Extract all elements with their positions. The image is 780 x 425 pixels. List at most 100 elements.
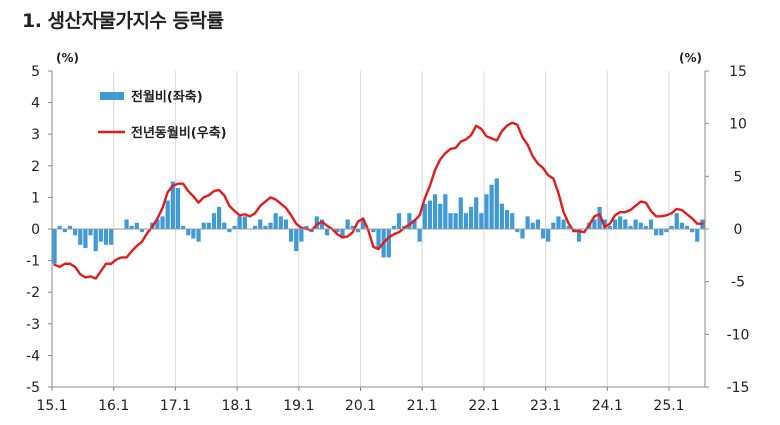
- bar: [165, 200, 170, 229]
- bar: [73, 229, 78, 236]
- right-axis-tick-label: 15: [729, 64, 747, 80]
- left-axis-tick-label: 4: [31, 96, 40, 112]
- left-axis-tick-label: 5: [31, 64, 40, 80]
- bar: [222, 222, 227, 229]
- legend-bar-label: 전월비(좌축): [131, 89, 203, 105]
- bar: [612, 219, 618, 229]
- legend-layer: 전월비(좌축) 전년동월비(우축): [98, 89, 227, 141]
- bar: [98, 229, 103, 242]
- bar: [633, 219, 638, 229]
- yoy-line: [53, 121, 704, 280]
- bar: [432, 194, 438, 229]
- bar: [592, 219, 597, 229]
- x-axis-tick-label: 16.1: [98, 398, 129, 414]
- bar: [350, 225, 355, 229]
- line-layer: [53, 121, 704, 280]
- bar: [283, 219, 289, 229]
- bar: [52, 229, 57, 264]
- bar: [83, 229, 88, 248]
- bar: [679, 222, 684, 229]
- bar: [237, 216, 242, 229]
- bar: [643, 225, 648, 229]
- bar: [129, 225, 134, 229]
- bar: [278, 216, 283, 229]
- bar: [62, 229, 67, 233]
- bar: [371, 229, 376, 233]
- left-axis-unit: (%): [56, 51, 79, 65]
- left-axis-tick-label: 1: [31, 190, 40, 206]
- axis-layer: 543210-1-2-3-4-5(%)151050-5-10-15(%)15.1…: [26, 51, 749, 414]
- bar: [453, 213, 458, 229]
- bar: [438, 203, 443, 229]
- bar: [535, 219, 541, 229]
- bar: [561, 219, 566, 229]
- x-axis-tick-label: 17.1: [160, 398, 191, 414]
- x-axis-tick-label: 22.1: [468, 398, 499, 414]
- bar: [546, 229, 551, 242]
- bar: [88, 229, 93, 236]
- bar: [494, 178, 499, 229]
- bar: [623, 219, 628, 229]
- bar: [324, 229, 330, 236]
- bar: [664, 229, 669, 233]
- bar: [294, 229, 299, 252]
- right-axis-unit: (%): [679, 51, 702, 65]
- bar: [376, 229, 381, 248]
- bar: [479, 213, 484, 229]
- bar: [211, 213, 217, 229]
- bar: [335, 229, 340, 233]
- bar: [232, 225, 237, 229]
- bar: [648, 219, 654, 229]
- x-axis-tick-label: 24.1: [592, 398, 623, 414]
- bar: [191, 229, 196, 239]
- right-axis-tick-label: -5: [731, 275, 745, 291]
- bar: [391, 225, 397, 229]
- bar: [217, 206, 222, 229]
- bar: [263, 225, 268, 229]
- bar: [175, 187, 181, 229]
- bar: [540, 229, 546, 239]
- bar: [252, 225, 258, 229]
- right-axis-tick-label: 5: [734, 169, 743, 185]
- bar: [515, 229, 520, 233]
- left-axis-tick-label: -5: [26, 380, 40, 396]
- bar: [468, 206, 474, 229]
- bar: [489, 184, 494, 229]
- bar: [659, 229, 664, 236]
- bar: [201, 222, 206, 229]
- bar: [196, 229, 201, 242]
- x-axis-tick-label: 21.1: [407, 398, 438, 414]
- bar: [510, 213, 515, 229]
- bar: [268, 222, 273, 229]
- x-axis-tick-label: 20.1: [345, 398, 376, 414]
- bar: [669, 225, 674, 229]
- bar: [273, 213, 278, 229]
- bar: [474, 197, 479, 229]
- bar: [695, 229, 700, 242]
- bar: [124, 219, 129, 229]
- bar: [463, 213, 469, 229]
- bar: [93, 229, 98, 252]
- bar: [417, 229, 422, 242]
- bar: [67, 225, 73, 229]
- bar: [566, 225, 571, 229]
- bar: [412, 219, 417, 229]
- bar: [181, 225, 186, 229]
- right-axis-tick-label: 0: [734, 222, 743, 238]
- bar-layer: [52, 178, 705, 264]
- x-axis-tick-label: 19.1: [283, 398, 314, 414]
- bar: [607, 225, 612, 229]
- bar: [355, 229, 361, 233]
- bar: [134, 222, 139, 229]
- bar: [499, 203, 505, 229]
- bar: [396, 213, 402, 229]
- bar: [530, 222, 535, 229]
- bar: [520, 229, 525, 239]
- bar: [422, 203, 427, 229]
- left-axis-tick-label: -2: [26, 285, 40, 301]
- bar: [304, 225, 309, 229]
- bar: [427, 200, 433, 229]
- left-axis-tick-label: -4: [26, 348, 40, 364]
- bar: [458, 197, 463, 229]
